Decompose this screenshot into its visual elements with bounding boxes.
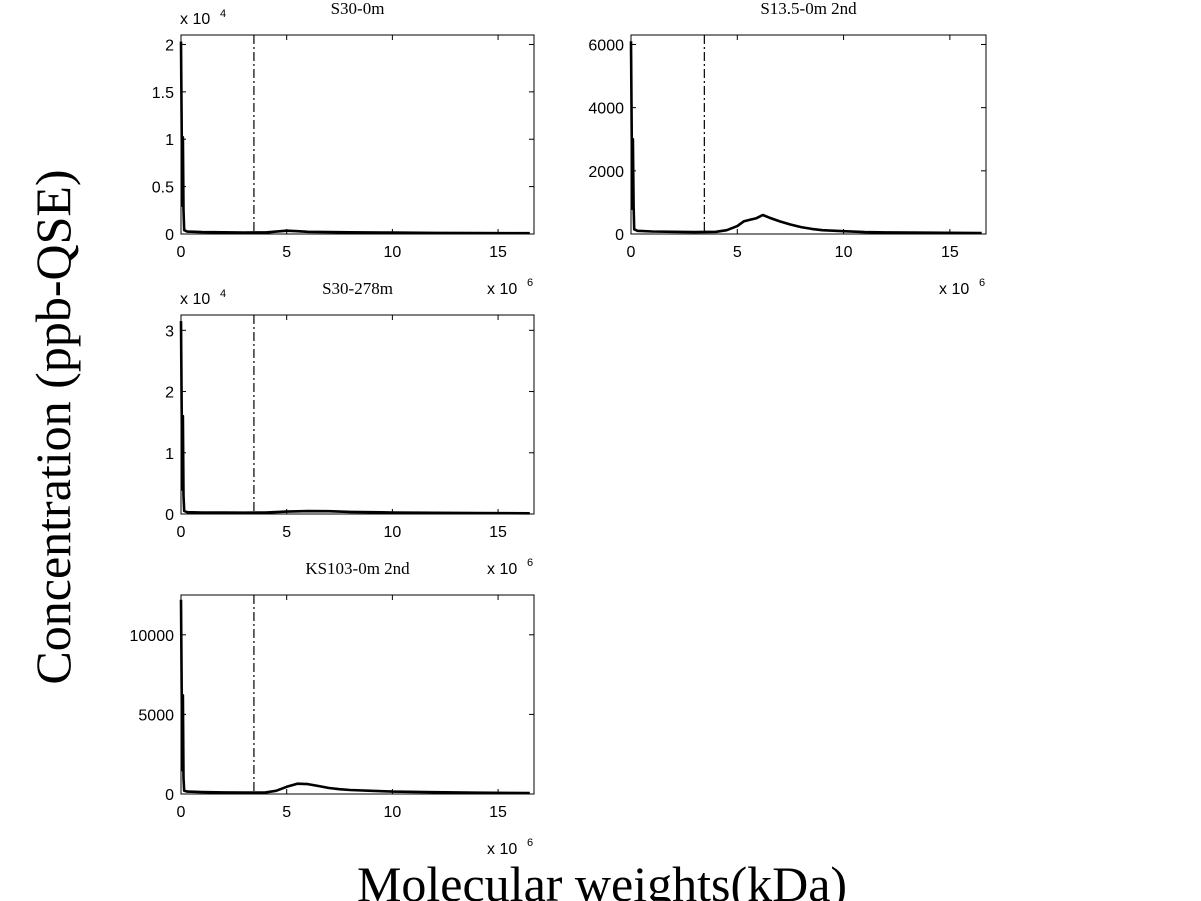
y-tick-label: 2000: [588, 164, 624, 181]
y-tick-label: 2: [165, 385, 174, 402]
x-tick-label: 5: [282, 524, 291, 541]
subplot-4: 0 5 10 15 0 5000 10000 KS103-0m 2nd x 10 6: [130, 559, 535, 858]
x-exponent-label: x 10: [487, 281, 517, 298]
subplot-title: KS103-0m 2nd: [305, 559, 410, 578]
x-tick-label: 5: [282, 804, 291, 821]
series-line-1: [179, 599, 530, 795]
y-exponent-label: x 10: [180, 11, 210, 28]
y-tick-label: 10000: [130, 628, 175, 645]
series-line-1: [179, 41, 530, 235]
y-exponent-label: x 10: [180, 291, 210, 308]
x-tick-label: 10: [383, 244, 401, 261]
y-axis-label: Concentration (ppb-QSE): [25, 169, 81, 684]
y-tick-label: 2: [165, 37, 174, 54]
y-tick-label: 6000: [588, 37, 624, 54]
plot-frame: [180, 314, 535, 515]
x-tick-label: 5: [282, 244, 291, 261]
x-tick-label: 10: [383, 524, 401, 541]
x-tick-label: 15: [489, 244, 507, 261]
plot-frame: [180, 34, 535, 235]
y-tick-label: 1: [165, 132, 174, 149]
x-exponent-power: 6: [979, 277, 985, 289]
x-tick-label: 15: [941, 244, 959, 261]
plot-frame: [630, 34, 987, 235]
subplot-title: S30-0m: [331, 0, 385, 18]
y-tick-label: 0.5: [152, 180, 174, 197]
y-tick-label: 0: [165, 227, 174, 244]
y-tick-label: 0: [615, 227, 624, 244]
x-tick-label: 5: [733, 244, 742, 261]
x-tick-label: 0: [177, 244, 186, 261]
x-tick-label: 15: [489, 804, 507, 821]
x-tick-label: 10: [383, 804, 401, 821]
y-tick-label: 1: [165, 446, 174, 463]
subplot-1: 0 5 10 15 0 0.5 1 1.5 2 S30-0m x 10 4 x 10 6: [152, 0, 535, 298]
x-axis-label: Molecular weights(kDa): [357, 856, 847, 901]
y-tick-label: 5000: [138, 707, 174, 724]
series-line-1: [629, 41, 982, 235]
y-tick-label: 1.5: [152, 85, 174, 102]
x-exponent-power: 6: [527, 837, 533, 849]
subplot-title: S30-278m: [322, 279, 393, 298]
x-tick-label: 0: [177, 524, 186, 541]
x-tick-label: 10: [835, 244, 853, 261]
subplot-2: 0 5 10 15 0 2000 4000 6000 S13.5-0m 2nd x 10 6: [588, 0, 987, 298]
x-exponent-power: 6: [527, 557, 533, 569]
subplot-title: S13.5-0m 2nd: [760, 0, 857, 18]
series-line-1: [179, 321, 530, 515]
y-tick-label: 4000: [588, 101, 624, 118]
x-exponent-label: x 10: [487, 561, 517, 578]
y-exponent-power: 4: [220, 288, 226, 300]
plot-frame: [180, 594, 535, 795]
x-exponent-label: x 10: [487, 841, 517, 858]
y-tick-label: 3: [165, 323, 174, 340]
y-exponent-power: 4: [220, 8, 226, 20]
x-tick-label: 0: [627, 244, 636, 261]
x-exponent-label: x 10: [939, 281, 969, 298]
x-tick-label: 15: [489, 524, 507, 541]
y-tick-label: 0: [165, 787, 174, 804]
x-exponent-power: 6: [527, 277, 533, 289]
x-tick-label: 0: [177, 804, 186, 821]
y-tick-label: 0: [165, 507, 174, 524]
subplot-3: 0 5 10 15 0 1 2 3 S30-278m x 10 4 x 10 6: [165, 279, 535, 578]
